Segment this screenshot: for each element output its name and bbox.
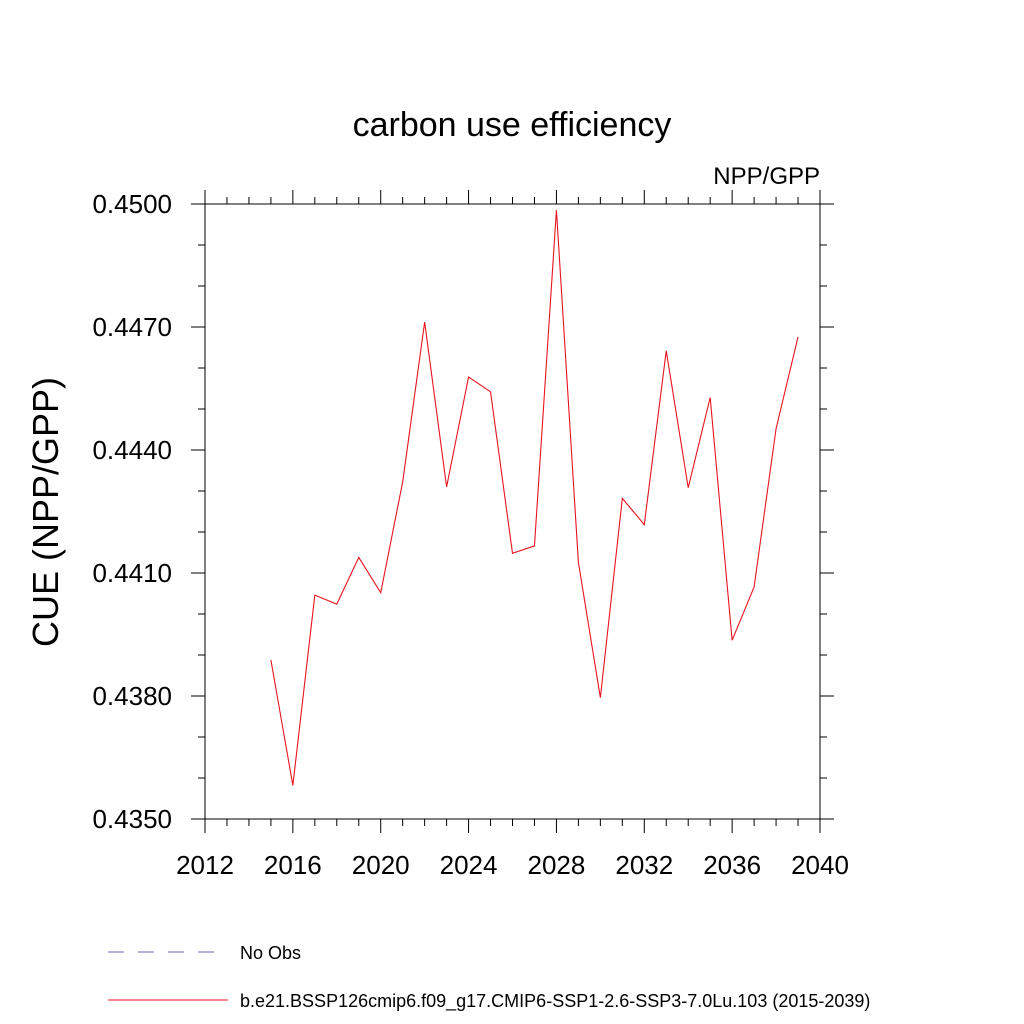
- x-tick-label: 2016: [264, 850, 322, 880]
- plot-frame: [204, 203, 821, 820]
- y-tick-label: 0.4500: [92, 189, 172, 219]
- y-tick-label: 0.4380: [92, 681, 172, 711]
- axis-ticks: [191, 190, 834, 833]
- y-tick-label: 0.4350: [92, 804, 172, 834]
- y-tick-label: 0.4470: [92, 312, 172, 342]
- x-tick-label: 2020: [352, 850, 410, 880]
- legend-label: b.e21.BSSP126cmip6.f09_g17.CMIP6-SSP1-2.…: [240, 991, 870, 1012]
- x-tick-label: 2024: [440, 850, 498, 880]
- x-tick-label: 2012: [176, 850, 234, 880]
- y-axis-label: CUE (NPP/GPP): [25, 377, 66, 647]
- axis-tick-labels: 2012 2016 2020 2024 2028 2032 2036 2040 0.4350 0.…: [92, 189, 848, 880]
- legend-label: No Obs: [240, 943, 301, 963]
- series-layer: [270, 210, 799, 786]
- x-tick-label: 2028: [528, 850, 586, 880]
- x-tick-label: 2032: [615, 850, 673, 880]
- y-tick-label: 0.4440: [92, 435, 172, 465]
- y-tick-label: 0.4410: [92, 558, 172, 588]
- series-line: [270, 210, 799, 786]
- x-tick-label: 2040: [791, 850, 849, 880]
- chart-subtitle: NPP/GPP: [713, 163, 820, 190]
- chart-title: carbon use efficiency: [353, 106, 672, 144]
- x-tick-label: 2036: [703, 850, 761, 880]
- legend: No Obs b.e21.BSSP126cmip6.f09_g17.CMIP6-S…: [108, 943, 870, 1012]
